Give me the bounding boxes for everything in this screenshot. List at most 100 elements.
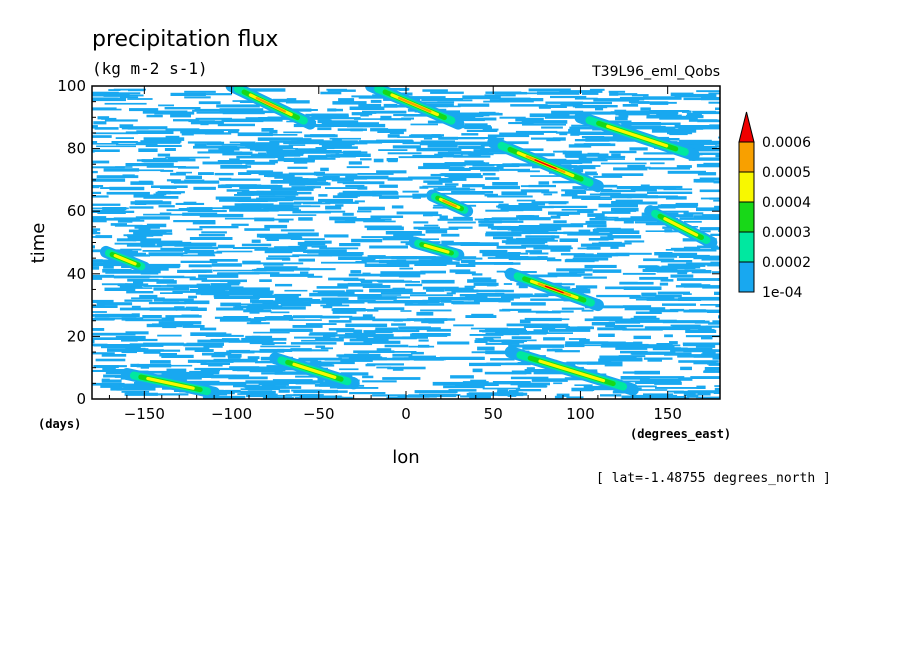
field-band <box>572 257 609 261</box>
field-band <box>437 341 470 345</box>
field-band <box>646 344 661 348</box>
field-band <box>203 344 223 348</box>
field-band <box>196 120 222 124</box>
field-band <box>478 339 495 342</box>
field-band <box>431 257 444 261</box>
field-band <box>128 88 145 92</box>
field-band <box>535 332 573 334</box>
field-band <box>397 136 442 138</box>
field-band <box>198 371 220 375</box>
field-band <box>577 209 594 214</box>
field-band <box>325 210 346 213</box>
field-band <box>639 276 669 280</box>
field-band <box>110 275 151 278</box>
field-band <box>408 394 437 398</box>
field-band <box>238 172 252 175</box>
field-band <box>683 246 712 249</box>
field-band <box>292 325 323 328</box>
field-band <box>253 294 299 298</box>
field-band <box>258 152 267 156</box>
field-band <box>92 195 109 198</box>
field-band <box>574 143 616 147</box>
field-band <box>110 223 127 226</box>
field-band <box>380 271 426 275</box>
field-band <box>290 342 337 345</box>
field-band <box>561 189 586 192</box>
field-band <box>553 382 563 385</box>
field-band <box>441 192 485 195</box>
field-band <box>693 354 720 358</box>
field-band <box>460 242 499 246</box>
field-band <box>247 356 260 360</box>
field-band <box>376 348 392 352</box>
field-band <box>714 385 720 387</box>
field-band <box>400 310 412 312</box>
field-band <box>104 119 138 122</box>
field-band <box>683 220 702 223</box>
field-band <box>378 149 408 151</box>
field-band <box>564 343 585 348</box>
field-band <box>554 283 575 286</box>
field-band <box>221 338 240 341</box>
field-band <box>143 213 186 216</box>
field-band <box>362 110 407 114</box>
field-band <box>554 395 564 399</box>
field-band <box>130 201 172 205</box>
field-band <box>455 382 499 386</box>
field-band <box>253 198 294 202</box>
field-band <box>643 96 682 100</box>
field-band <box>575 285 598 289</box>
field-band <box>95 358 126 362</box>
field-band <box>187 141 222 144</box>
field-band <box>627 164 646 169</box>
field-band <box>530 175 573 177</box>
field-band <box>269 140 310 143</box>
field-band <box>643 152 685 155</box>
field-band <box>309 148 321 152</box>
field-band <box>317 127 332 131</box>
field-band <box>339 368 359 371</box>
field-band <box>312 290 345 293</box>
field-band <box>326 88 347 91</box>
field-band <box>495 329 527 334</box>
field-band <box>78 177 88 180</box>
field-band <box>714 387 720 392</box>
field-band <box>622 328 663 331</box>
field-band <box>101 379 122 383</box>
field-band <box>161 354 194 358</box>
field-band <box>372 194 382 197</box>
field-band <box>188 264 212 268</box>
field-band <box>197 360 207 363</box>
field-band <box>342 190 373 193</box>
field-band <box>221 143 247 146</box>
field-band <box>357 296 397 300</box>
field-band <box>348 356 383 360</box>
field-band <box>665 196 687 200</box>
field-band <box>453 324 474 327</box>
field-band <box>513 132 526 136</box>
field-band <box>710 233 720 236</box>
field-band <box>163 241 192 245</box>
field-band <box>343 342 373 346</box>
field-band <box>441 233 460 237</box>
field-band <box>487 225 511 229</box>
field-band <box>333 308 366 312</box>
field-band <box>550 95 587 99</box>
field-band <box>575 131 615 136</box>
field-band <box>258 383 287 386</box>
field-band <box>709 363 720 366</box>
field-band <box>577 247 595 250</box>
field-band <box>262 205 279 209</box>
field-band <box>363 340 401 344</box>
field-band <box>697 119 720 123</box>
field-band <box>623 201 658 205</box>
field-band <box>348 273 388 277</box>
field-band <box>708 92 720 95</box>
field-band <box>467 297 514 301</box>
field-band <box>229 366 260 369</box>
field-band <box>217 244 235 249</box>
field-band <box>324 358 355 361</box>
field-band <box>424 300 446 303</box>
field-band <box>398 156 443 159</box>
x-tick-label: −100 <box>211 405 252 423</box>
